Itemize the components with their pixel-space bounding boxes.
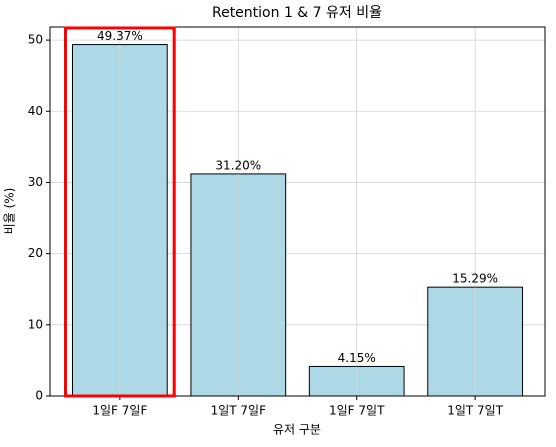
- chart-title: Retention 1 & 7 유저 비율: [212, 5, 382, 21]
- y-tick-label: 0: [35, 389, 43, 403]
- value-label: 15.29%: [452, 272, 498, 286]
- axes-frame: [49, 26, 546, 397]
- y-tick-label: 10: [28, 317, 43, 331]
- y-tick-label: 30: [28, 175, 43, 189]
- y-tick-label: 20: [28, 246, 43, 260]
- y-tick-label: 50: [28, 33, 43, 47]
- x-tick-label: 1일T 7일F: [211, 404, 266, 418]
- y-tick-label: 40: [28, 104, 43, 118]
- highlight-box: [64, 26, 176, 398]
- x-axis-label: 유저 구분: [273, 423, 321, 437]
- x-tick-label: 1일F 7일F: [92, 404, 147, 418]
- value-label: 4.15%: [338, 351, 376, 365]
- y-axis-label: 비율 (%): [3, 188, 17, 235]
- x-tick-label: 1일T 7일T: [447, 404, 503, 418]
- value-label: 31.20%: [215, 158, 261, 172]
- x-tick-label: 1일F 7일T: [329, 404, 385, 418]
- value-label: 49.37%: [97, 29, 143, 43]
